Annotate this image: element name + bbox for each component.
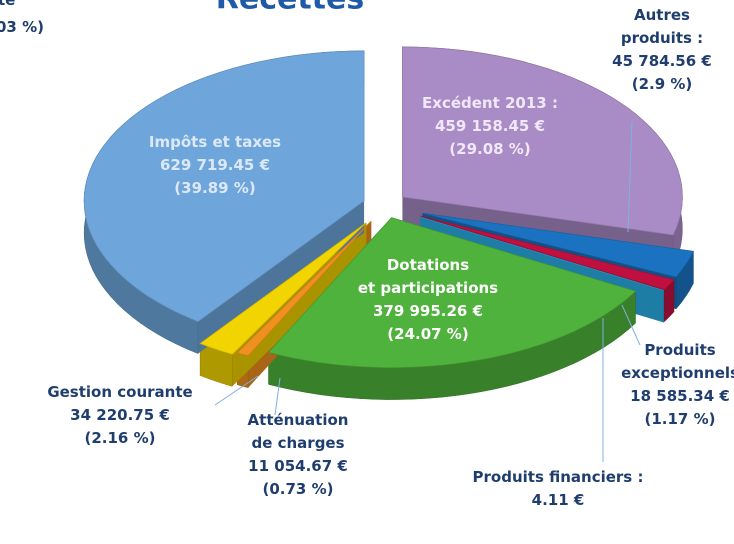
label-line: Autres <box>634 6 690 24</box>
annotation: 03 %) <box>0 18 44 36</box>
label-line: 459 158.45 € <box>435 117 545 135</box>
label-line: (1.17 %) <box>645 410 716 428</box>
leader-line <box>274 377 281 416</box>
label-line: (0.73 %) <box>263 480 334 498</box>
label-line: Atténuation de charges <box>248 411 349 452</box>
label-line: Atténuation <box>248 411 349 429</box>
label-line: Excédent 2013 : <box>422 94 558 112</box>
slice <box>83 50 365 322</box>
slice <box>236 220 372 357</box>
slice <box>419 216 664 291</box>
chart-title: Recettes <box>216 0 364 17</box>
label-line: (24.07 %) <box>387 325 468 343</box>
label-line: Impôts et taxes <box>149 133 281 151</box>
label-line: Dotations et participations <box>358 256 498 297</box>
label-line: 379 995.26 € <box>373 302 483 320</box>
label-line: Produits exceptionnels <box>621 341 734 382</box>
slice-label: Impôts et taxes 629 719.45 € (39.89 %) <box>149 133 281 197</box>
label-line: Dotations <box>387 256 469 274</box>
label-line: 4.11 € <box>532 491 585 509</box>
slice-label: Atténuation de charges 11 054.67 € (0.73 %) <box>248 411 349 498</box>
label-line: exceptionnels <box>621 364 734 382</box>
slice-label: Gestion courante 34 220.75 € (2.16 %) <box>47 383 192 447</box>
label-line: (2.9 %) <box>632 75 693 93</box>
slice <box>420 215 675 290</box>
label-line: Produits <box>644 341 715 359</box>
label-line: (29.08 %) <box>449 140 530 158</box>
leader-line <box>621 304 641 346</box>
leader-line <box>214 375 259 406</box>
leader-line <box>627 121 633 233</box>
label-line: 34 220.75 € <box>70 406 170 424</box>
slice <box>402 46 683 236</box>
annotation: te <box>0 0 15 9</box>
label-line: 18 585.34 € <box>630 387 730 405</box>
label-line: Produits financiers : <box>473 468 644 486</box>
label-line: (2.16 %) <box>85 429 156 447</box>
label-line: 45 784.56 € <box>612 52 712 70</box>
slice <box>199 222 367 355</box>
slice-label: Excédent 2013 : 459 158.45 € (29.08 %) <box>422 94 558 158</box>
label-line: et participations <box>358 279 498 297</box>
slice <box>267 217 637 368</box>
label-line: 11 054.67 € <box>248 457 348 475</box>
label-line: de charges <box>251 434 344 452</box>
label-line: 629 719.45 € <box>160 156 270 174</box>
label-line: Autres produits : <box>621 6 703 47</box>
label-line: Gestion courante <box>47 383 192 401</box>
slice-label: Produits exceptionnels 18 585.34 € (1.17 %) <box>621 341 734 428</box>
label-line: (39.89 %) <box>174 179 255 197</box>
slice <box>422 212 694 278</box>
label-line: produits : <box>621 29 703 47</box>
slice-label: Autres produits : 45 784.56 € (2.9 %) <box>612 6 712 93</box>
slice-label: Dotations et participations 379 995.26 € (2… <box>358 256 498 343</box>
slice-label: Produits financiers : 4.11 € <box>473 468 644 509</box>
